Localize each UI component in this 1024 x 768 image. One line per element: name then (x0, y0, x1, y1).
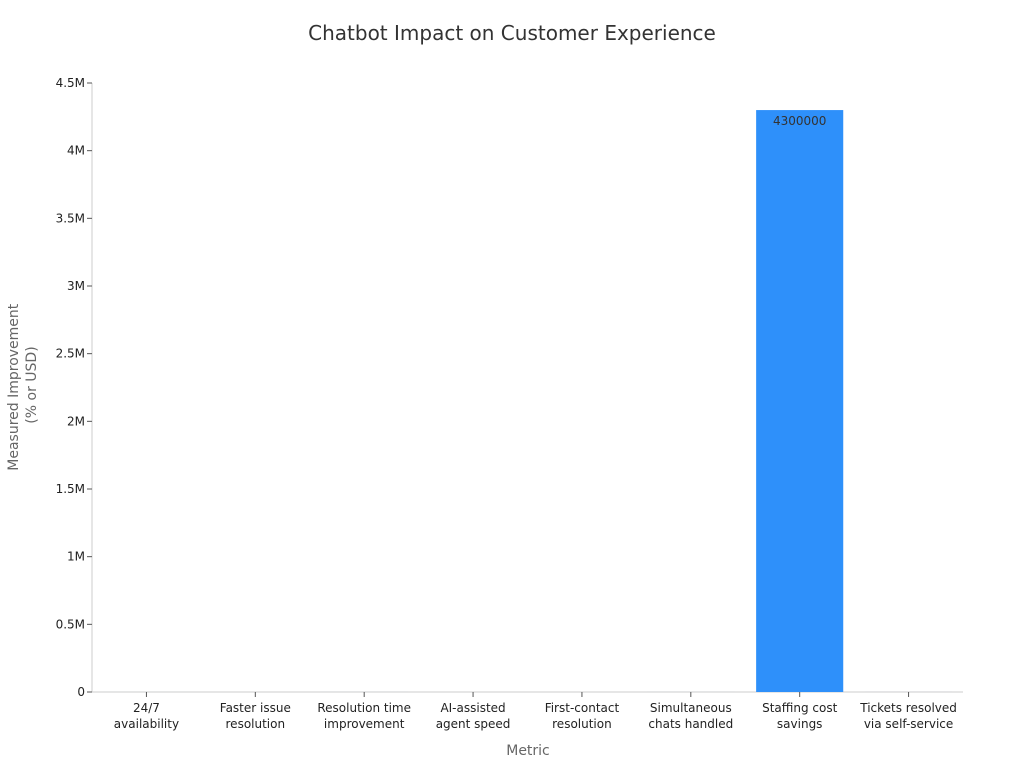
x-tick-label: Faster issue resolution (220, 701, 291, 731)
bar (756, 110, 844, 693)
x-tick-label-line: via self-service (864, 717, 953, 731)
x-tick-label: Resolution time improvement (317, 701, 411, 731)
y-tick-label: 1.5M (56, 482, 85, 496)
x-tick-label-line: 24/7 (133, 701, 160, 715)
y-tick-label: 2M (67, 414, 85, 428)
plot-area: 0 0.5M 1M 1.5M 2M 2.5M 3M 3.5M 4M 4.5M 24/7 availab… (56, 76, 963, 731)
x-tick-label: Staffing cost savings (762, 701, 838, 731)
y-axis-title-line-1: Measured Improvement (6, 303, 22, 471)
x-tick-label: Tickets resolved via self-service (859, 701, 957, 731)
chart-title: Chatbot Impact on Customer Experience (308, 21, 716, 45)
y-tick-label: 1M (67, 550, 85, 564)
x-tick-label-line: resolution (226, 717, 286, 731)
x-tick-label-line: availability (114, 717, 179, 731)
y-tick-label: 3.5M (56, 211, 85, 225)
x-tick-label: First-contact resolution (545, 701, 620, 731)
x-tick-label: Simultaneous chats handled (648, 701, 733, 731)
x-tick-label-line: chats handled (648, 717, 733, 731)
x-tick-label-line: AI-assisted (440, 701, 505, 715)
y-tick-label: 2.5M (56, 347, 85, 361)
x-tick-label-line: Simultaneous (650, 701, 732, 715)
y-tick-label: 0 (77, 685, 85, 699)
x-tick-label-line: First-contact (545, 701, 620, 715)
x-tick-label-line: Faster issue (220, 701, 291, 715)
y-tick-label: 4M (67, 144, 85, 158)
data-label: 4300000 (773, 114, 826, 128)
x-tick-label-line: agent speed (436, 717, 511, 731)
x-tick-label-line: Tickets resolved (859, 701, 957, 715)
y-tick-label: 0.5M (56, 617, 85, 631)
y-axis-title: Measured Improvement (% or USD) (6, 299, 40, 470)
x-tick-label-line: savings (777, 717, 823, 731)
x-tick-label-line: resolution (552, 717, 612, 731)
x-axis-title: Metric (506, 743, 550, 759)
x-tick-label-line: Staffing cost (762, 701, 838, 715)
x-tick-label-line: improvement (324, 717, 405, 731)
y-axis-title-line-2: (% or USD) (24, 346, 40, 423)
y-tick-label: 3M (67, 279, 85, 293)
x-tick-label: 24/7 availability (114, 701, 179, 731)
y-tick-label: 4.5M (56, 76, 85, 90)
x-tick-label: AI-assisted agent speed (436, 701, 511, 731)
x-tick-label-line: Resolution time (317, 701, 411, 715)
